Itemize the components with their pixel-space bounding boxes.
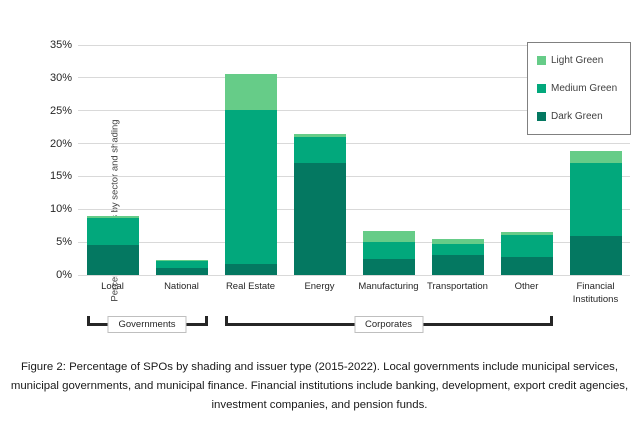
x-category-label: Other (514, 281, 539, 292)
bracket-governments: Governments (86, 316, 208, 333)
segment-dark-green (431, 254, 484, 275)
x-category-label: Real Estate (225, 281, 276, 292)
x-category-label: National (164, 281, 199, 292)
legend-item-medium-green: Medium Green (537, 83, 630, 94)
x-category-label: Local (101, 281, 124, 292)
x-category-label: Energy (304, 281, 335, 292)
y-tick-label: 5% (56, 236, 72, 249)
gridline-0 (78, 274, 630, 276)
segment-light-green (362, 231, 415, 243)
legend-item-label: Light Green (551, 55, 604, 67)
bracket-label-corporates: Corporates (354, 316, 423, 333)
legend-item-label: Dark Green (551, 110, 603, 122)
bar-real-estate (224, 73, 277, 275)
legend-item-dark-green: Dark Green (537, 111, 630, 122)
segment-medium-green (500, 234, 553, 257)
segment-dark-green (224, 263, 277, 275)
segment-light-green (500, 231, 553, 235)
segment-light-green (431, 238, 484, 245)
bracket-end-left (86, 316, 90, 326)
bar-other (500, 231, 553, 275)
y-tick-label: 15% (49, 170, 72, 183)
figure-caption: Figure 2: Percentage of SPOs by shading … (10, 361, 629, 412)
bracket-end-right (204, 316, 208, 326)
bar-local (86, 215, 139, 275)
gridline-25 (78, 110, 630, 112)
segment-medium-green (224, 110, 277, 264)
segment-medium-green (155, 260, 208, 268)
segment-dark-green (500, 256, 553, 275)
gridline-35 (78, 44, 630, 46)
y-tick-label: 0% (56, 269, 72, 281)
x-category-label: Financial Institutions (572, 281, 619, 305)
segment-dark-green (155, 267, 208, 275)
segment-medium-green (293, 137, 346, 164)
legend-swatch-icon (537, 83, 546, 93)
x-category-label: Manufacturing (358, 281, 419, 292)
segment-medium-green (431, 244, 484, 255)
bracket-corporates: Corporates (224, 316, 553, 333)
y-tick-label: 30% (49, 71, 72, 84)
gridline-20 (78, 143, 630, 145)
segment-light-green (224, 73, 277, 111)
x-category-label: Transportation (427, 281, 488, 292)
gridline-5 (78, 241, 630, 243)
legend-swatch-icon (537, 56, 546, 66)
bar-manufacturing (362, 231, 415, 275)
segment-dark-green (362, 258, 415, 275)
segment-dark-green (569, 235, 622, 275)
bar-national (155, 259, 208, 275)
segment-light-green (155, 259, 208, 261)
legend: Light Green Medium Green Dark Green (527, 42, 631, 135)
gridline-10 (78, 208, 630, 210)
segment-medium-green (362, 242, 415, 259)
segment-medium-green (569, 163, 622, 236)
legend-item-light-green: Light Green (537, 55, 630, 66)
y-tick-label: 25% (49, 104, 72, 117)
spo-stacked-bar-chart: Percentage of SPOs by sector and shading… (50, 39, 631, 333)
bar-financial-institutions (569, 151, 622, 275)
legend-swatch-icon (537, 111, 546, 121)
segment-light-green (86, 215, 139, 218)
y-tick-label: 10% (49, 203, 72, 216)
segment-dark-green (293, 163, 346, 275)
gridline-15 (78, 175, 630, 177)
segment-light-green (293, 133, 346, 138)
bracket-label-governments: Governments (107, 316, 187, 333)
bracket-end-right (549, 316, 553, 326)
y-tick-label: 35% (49, 39, 72, 51)
legend-item-label: Medium Green (551, 82, 618, 94)
bar-transportation (431, 238, 484, 275)
segment-medium-green (86, 217, 139, 245)
bar-energy (293, 133, 346, 275)
y-tick-label: 20% (49, 137, 72, 150)
bracket-end-left (224, 316, 228, 326)
segment-light-green (569, 151, 622, 164)
segment-dark-green (86, 244, 139, 275)
plot-area: Percentage of SPOs by sector and shading… (50, 39, 630, 305)
gridline-30 (78, 77, 630, 79)
